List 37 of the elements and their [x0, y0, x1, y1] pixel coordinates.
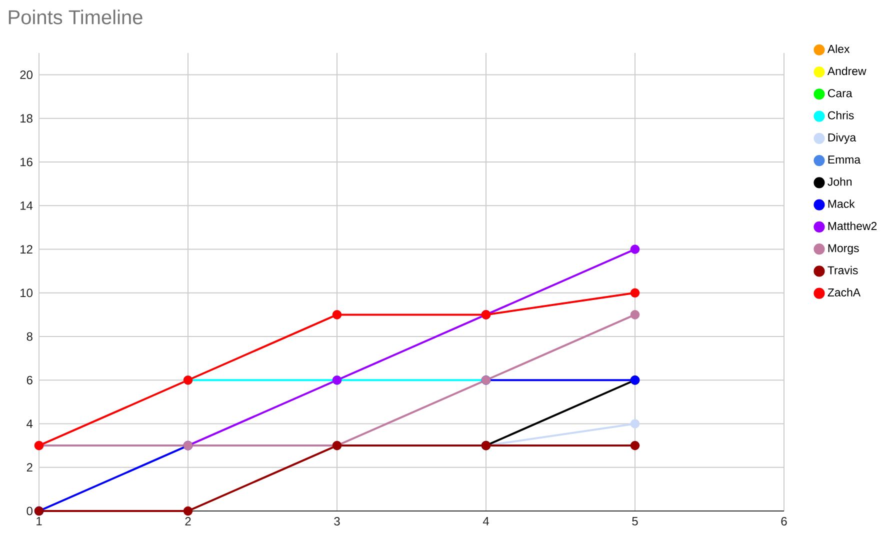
legend-label: Matthew2 — [828, 222, 877, 230]
legend-label: Mack — [828, 200, 855, 208]
legend-label: Alex — [827, 44, 850, 53]
legend-label: John — [828, 177, 852, 186]
y-tick-label: 10 — [20, 288, 32, 298]
point — [630, 419, 640, 428]
legend-label: Chris — [828, 110, 854, 120]
legend-label: Emma — [828, 156, 861, 164]
point — [183, 506, 193, 516]
legend-label: ZachA — [828, 288, 861, 296]
point — [630, 288, 640, 298]
point — [630, 244, 640, 254]
x-tick-label: 2 — [185, 517, 191, 526]
y-tick-label: 4 — [26, 420, 33, 428]
y-tick-label: 6 — [26, 376, 32, 384]
point — [630, 310, 640, 320]
x-tick-label: 6 — [781, 517, 787, 526]
legend-label: Andrew — [827, 66, 866, 76]
y-tick-label: 2 — [26, 463, 32, 472]
x-tick-label: 4 — [482, 517, 489, 526]
legend-label: Travis — [828, 266, 858, 274]
y-tick-label: 12 — [20, 245, 32, 254]
legend-label: Cara — [828, 89, 852, 98]
x-tick-label: 3 — [334, 517, 340, 526]
point — [630, 440, 640, 450]
x-tick-label: 1 — [36, 517, 42, 526]
y-tick-label: 8 — [26, 332, 32, 341]
x-tick-label: 5 — [632, 517, 638, 526]
point — [332, 310, 342, 320]
y-tick-label: 18 — [20, 114, 32, 123]
legend-label: Divya — [828, 133, 856, 144]
y-tick-label: 0 — [26, 506, 33, 516]
legend-label: Morgs — [828, 244, 859, 254]
chart-title: Points Timeline — [8, 10, 142, 24]
y-tick-label: 16 — [20, 158, 32, 166]
y-tick-label: 14 — [20, 202, 33, 210]
y-tick-label: 20 — [20, 70, 32, 80]
